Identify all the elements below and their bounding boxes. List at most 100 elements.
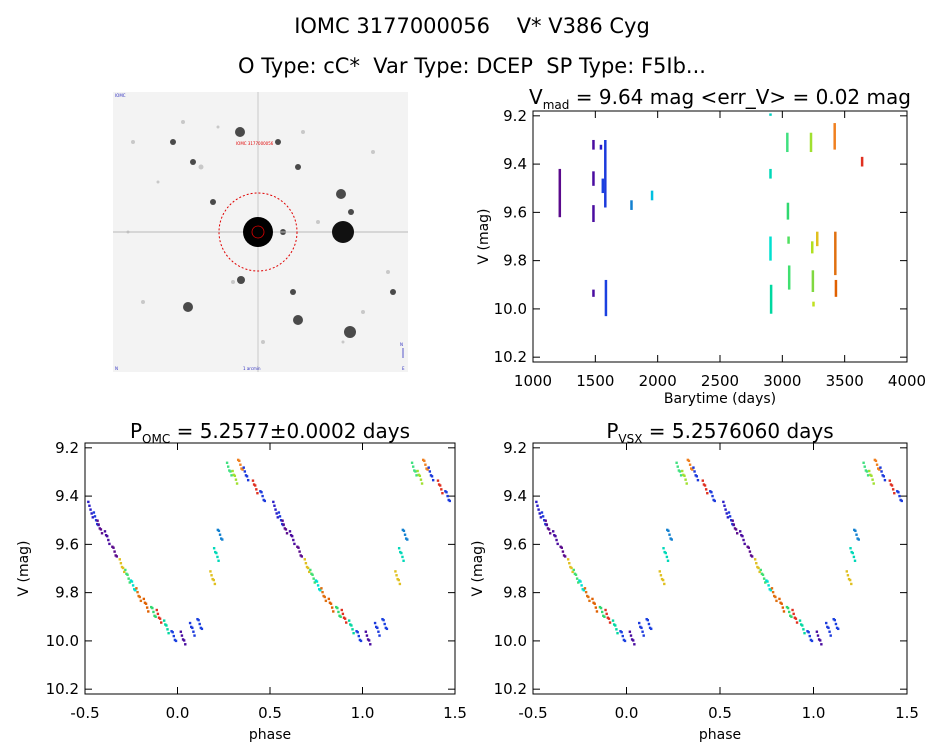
- data-point: [710, 491, 713, 494]
- data-point: [582, 589, 586, 592]
- data-point: [427, 466, 430, 469]
- data-point: [263, 499, 267, 503]
- data-point: [337, 610, 340, 614]
- data-point: [899, 498, 902, 502]
- data-point: [130, 580, 134, 583]
- data-point: [421, 458, 425, 462]
- data-point: [681, 469, 684, 473]
- data-point: [724, 508, 727, 511]
- data-point: [292, 538, 295, 542]
- data-point: [376, 626, 379, 630]
- data-point: [352, 631, 355, 635]
- data-point: [212, 578, 215, 582]
- data-point: [883, 478, 887, 482]
- y-axis-label: V (mag): [476, 208, 492, 264]
- data-point: [807, 631, 810, 634]
- data-point: [856, 537, 859, 540]
- data-point: [305, 565, 309, 569]
- data-point: [179, 630, 183, 633]
- data-point: [213, 582, 217, 586]
- data-point: [778, 597, 781, 601]
- data-point: [684, 478, 687, 481]
- data-point: [648, 626, 652, 630]
- data-point: [852, 555, 856, 559]
- data-point: [891, 488, 895, 491]
- data-point: [243, 470, 247, 473]
- data-point: [713, 499, 716, 503]
- data-point: [663, 582, 666, 586]
- data-point: [397, 578, 400, 582]
- data-point: [877, 467, 880, 470]
- data-point: [632, 639, 635, 642]
- data-point: [339, 615, 342, 618]
- data-point: [836, 627, 840, 631]
- data-point: [165, 624, 168, 627]
- data-point: [378, 634, 381, 637]
- data-point: [381, 617, 384, 621]
- data-point: [802, 628, 805, 631]
- data-point: [210, 574, 213, 577]
- data-point: [541, 515, 545, 518]
- data-point: [577, 581, 580, 584]
- data-point: [882, 475, 886, 478]
- data-point: [244, 474, 248, 477]
- data-point: [119, 561, 123, 565]
- data-point: [439, 484, 442, 487]
- data-point: [608, 621, 612, 624]
- thumbnail-bottom-label: 1 arcmin: [243, 366, 261, 371]
- data-point: [343, 617, 347, 620]
- data-point: [731, 519, 734, 522]
- data-point: [845, 570, 848, 573]
- data-point: [320, 587, 323, 590]
- data-point: [367, 639, 371, 642]
- data-point: [150, 605, 153, 609]
- data-point: [690, 467, 693, 470]
- data-point: [748, 550, 752, 553]
- data-point: [131, 584, 135, 587]
- data-point: [594, 606, 598, 609]
- data-point: [310, 572, 313, 576]
- data-point: [540, 511, 544, 514]
- data-point: [798, 619, 802, 622]
- data-point: [545, 523, 548, 527]
- data-point: [659, 574, 663, 577]
- data-point: [108, 542, 111, 546]
- data-point: [98, 527, 101, 530]
- data-point: [221, 538, 224, 541]
- data-point: [332, 610, 335, 613]
- data-point: [645, 617, 648, 621]
- thumbnail-top-label: IOMC: [115, 93, 126, 98]
- data-point: [404, 537, 408, 540]
- data-point: [142, 597, 146, 601]
- data-point: [254, 484, 257, 487]
- data-point: [780, 602, 783, 605]
- data-point: [216, 528, 220, 532]
- data-point: [115, 555, 119, 558]
- x-tick-label: 0.0: [166, 704, 190, 722]
- y-tick-label: 9.8: [503, 584, 527, 602]
- data-point: [765, 579, 768, 582]
- data-point: [415, 474, 418, 477]
- data-point: [329, 602, 333, 605]
- data-point: [199, 626, 203, 630]
- data-point: [649, 627, 653, 631]
- data-point: [775, 599, 778, 603]
- data-point: [240, 467, 243, 470]
- data-point: [152, 610, 155, 614]
- data-point: [768, 588, 771, 591]
- data-point: [297, 546, 300, 549]
- data-point: [441, 492, 444, 495]
- data-point: [357, 634, 360, 638]
- data-point: [773, 594, 776, 598]
- data-point: [616, 631, 619, 635]
- x-axis-label: Barytime (days): [664, 391, 776, 407]
- data-point: [238, 459, 241, 463]
- data-point: [562, 554, 566, 557]
- data-point: [874, 459, 878, 463]
- data-point: [136, 590, 139, 594]
- data-point: [369, 643, 372, 646]
- data-point: [875, 463, 879, 466]
- data-point: [881, 474, 884, 477]
- data-point: [829, 634, 832, 637]
- data-point: [377, 630, 380, 633]
